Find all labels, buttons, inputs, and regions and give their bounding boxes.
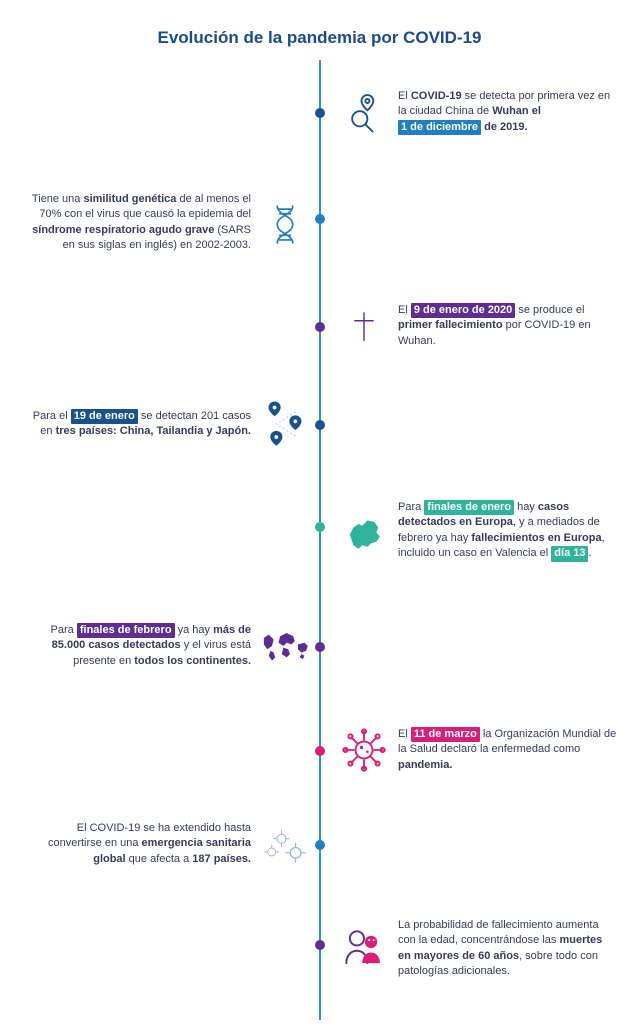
dna-icon xyxy=(259,197,311,249)
page-title: Evolución de la pandemia por COVID-19 xyxy=(0,0,639,60)
timeline-event: Para el 19 de enero se detectan 201 caso… xyxy=(31,398,319,450)
timeline-event: La probabilidad de fallecimiento aumenta… xyxy=(330,918,618,980)
event-text: El COVID-19 se detecta por primera vez e… xyxy=(398,89,618,135)
world-icon xyxy=(259,620,311,672)
timeline-event: Para finales de enero hay casos detectad… xyxy=(330,500,618,562)
timeline-dot xyxy=(315,522,325,532)
virus-icon xyxy=(338,724,390,776)
timeline-event: El COVID-19 se ha extendido hasta conver… xyxy=(31,818,319,870)
event-text: El COVID-19 se ha extendido hasta conver… xyxy=(31,821,251,867)
timeline-event: El COVID-19 se detecta por primera vez e… xyxy=(330,86,618,138)
timeline-event: El 11 de marzo la Organización Mundial d… xyxy=(330,724,618,776)
elders-icon xyxy=(338,923,390,975)
search-pin-icon xyxy=(338,86,390,138)
event-text: El 9 de enero de 2020 se produce el prim… xyxy=(398,303,618,349)
timeline-event: Para finales de febrero ya hay más de 85… xyxy=(31,620,319,672)
viruses-icon xyxy=(259,818,311,870)
timeline-dot xyxy=(315,940,325,950)
event-text: Tiene una similitud genética de al menos… xyxy=(31,192,251,254)
timeline-event: Tiene una similitud genética de al menos… xyxy=(31,192,319,254)
event-text: El 11 de marzo la Organización Mundial d… xyxy=(398,727,618,773)
timeline-dot xyxy=(315,746,325,756)
event-text: Para finales de febrero ya hay más de 85… xyxy=(31,623,251,669)
europe-icon xyxy=(338,505,390,557)
event-text: La probabilidad de fallecimiento aumenta… xyxy=(398,918,618,980)
timeline-event: El 9 de enero de 2020 se produce el prim… xyxy=(330,300,618,352)
timeline-line xyxy=(319,60,321,1020)
timeline-dot xyxy=(315,108,325,118)
timeline-dot xyxy=(315,322,325,332)
event-text: Para finales de enero hay casos detectad… xyxy=(398,500,618,562)
cross-icon xyxy=(338,300,390,352)
event-text: Para el 19 de enero se detectan 201 caso… xyxy=(31,409,251,440)
three-pins-icon xyxy=(259,398,311,450)
